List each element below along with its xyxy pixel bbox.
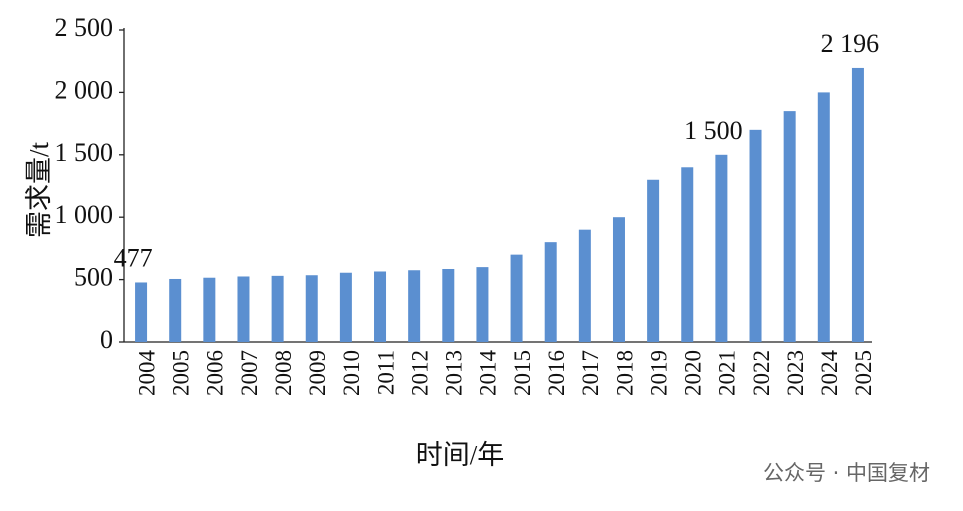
bar	[476, 267, 489, 342]
y-tick-label: 1 500	[55, 138, 114, 167]
x-tick-label: 2017	[578, 350, 603, 396]
y-tick-label: 2 500	[55, 13, 114, 42]
bar	[169, 278, 182, 342]
x-tick-label: 2023	[783, 350, 808, 396]
x-tick-label: 2008	[271, 350, 296, 396]
bar	[339, 272, 352, 342]
value-label: 2 196	[821, 29, 880, 58]
bar	[681, 167, 694, 342]
value-label: 477	[114, 243, 153, 272]
x-axis-label: 时间/年	[416, 440, 505, 470]
bar	[715, 154, 728, 342]
bar	[578, 229, 591, 342]
bar	[612, 217, 625, 342]
x-tick-label: 2007	[237, 350, 262, 396]
y-tick-label: 500	[74, 263, 113, 292]
x-tick-label: 2010	[339, 350, 364, 396]
x-tick-label: 2004	[134, 350, 159, 397]
x-tick-label: 2012	[407, 350, 432, 396]
bar	[817, 92, 830, 343]
bar	[783, 111, 796, 343]
bar	[749, 129, 762, 342]
bar	[203, 277, 216, 342]
bar	[408, 270, 421, 342]
x-tick-label: 2022	[749, 350, 774, 396]
bar	[305, 275, 318, 342]
y-tick-label: 2 000	[55, 75, 114, 104]
x-tick-label: 2025	[851, 350, 876, 396]
x-tick-label: 2006	[203, 350, 228, 396]
x-tick-label: 2005	[168, 350, 193, 396]
bar	[271, 275, 284, 342]
bar	[647, 179, 660, 342]
x-tick-label: 2021	[715, 350, 740, 396]
x-tick-label: 2011	[373, 350, 398, 395]
x-tick-label: 2024	[817, 350, 842, 397]
bar	[374, 271, 387, 342]
bar	[544, 242, 557, 342]
x-tick-label: 2020	[681, 350, 706, 396]
bar	[851, 67, 864, 342]
x-tick-label: 2016	[544, 350, 569, 396]
x-tick-label: 2009	[305, 350, 330, 396]
watermark: 公众号 · 中国复材	[763, 461, 930, 485]
x-tick-label: 2018	[612, 350, 637, 396]
y-tick-label: 1 000	[55, 200, 114, 229]
bar	[442, 268, 455, 342]
bar	[237, 276, 250, 342]
x-tick-label: 2014	[476, 350, 501, 397]
y-tick-label: 0	[100, 325, 113, 354]
bar	[510, 254, 523, 342]
value-label: 1 500	[684, 116, 743, 145]
x-tick-label: 2019	[646, 350, 671, 396]
y-axis-label: 需求量/t	[24, 142, 54, 239]
x-tick-label: 2013	[442, 350, 467, 396]
x-tick-label: 2015	[510, 350, 535, 396]
bar	[135, 282, 148, 342]
